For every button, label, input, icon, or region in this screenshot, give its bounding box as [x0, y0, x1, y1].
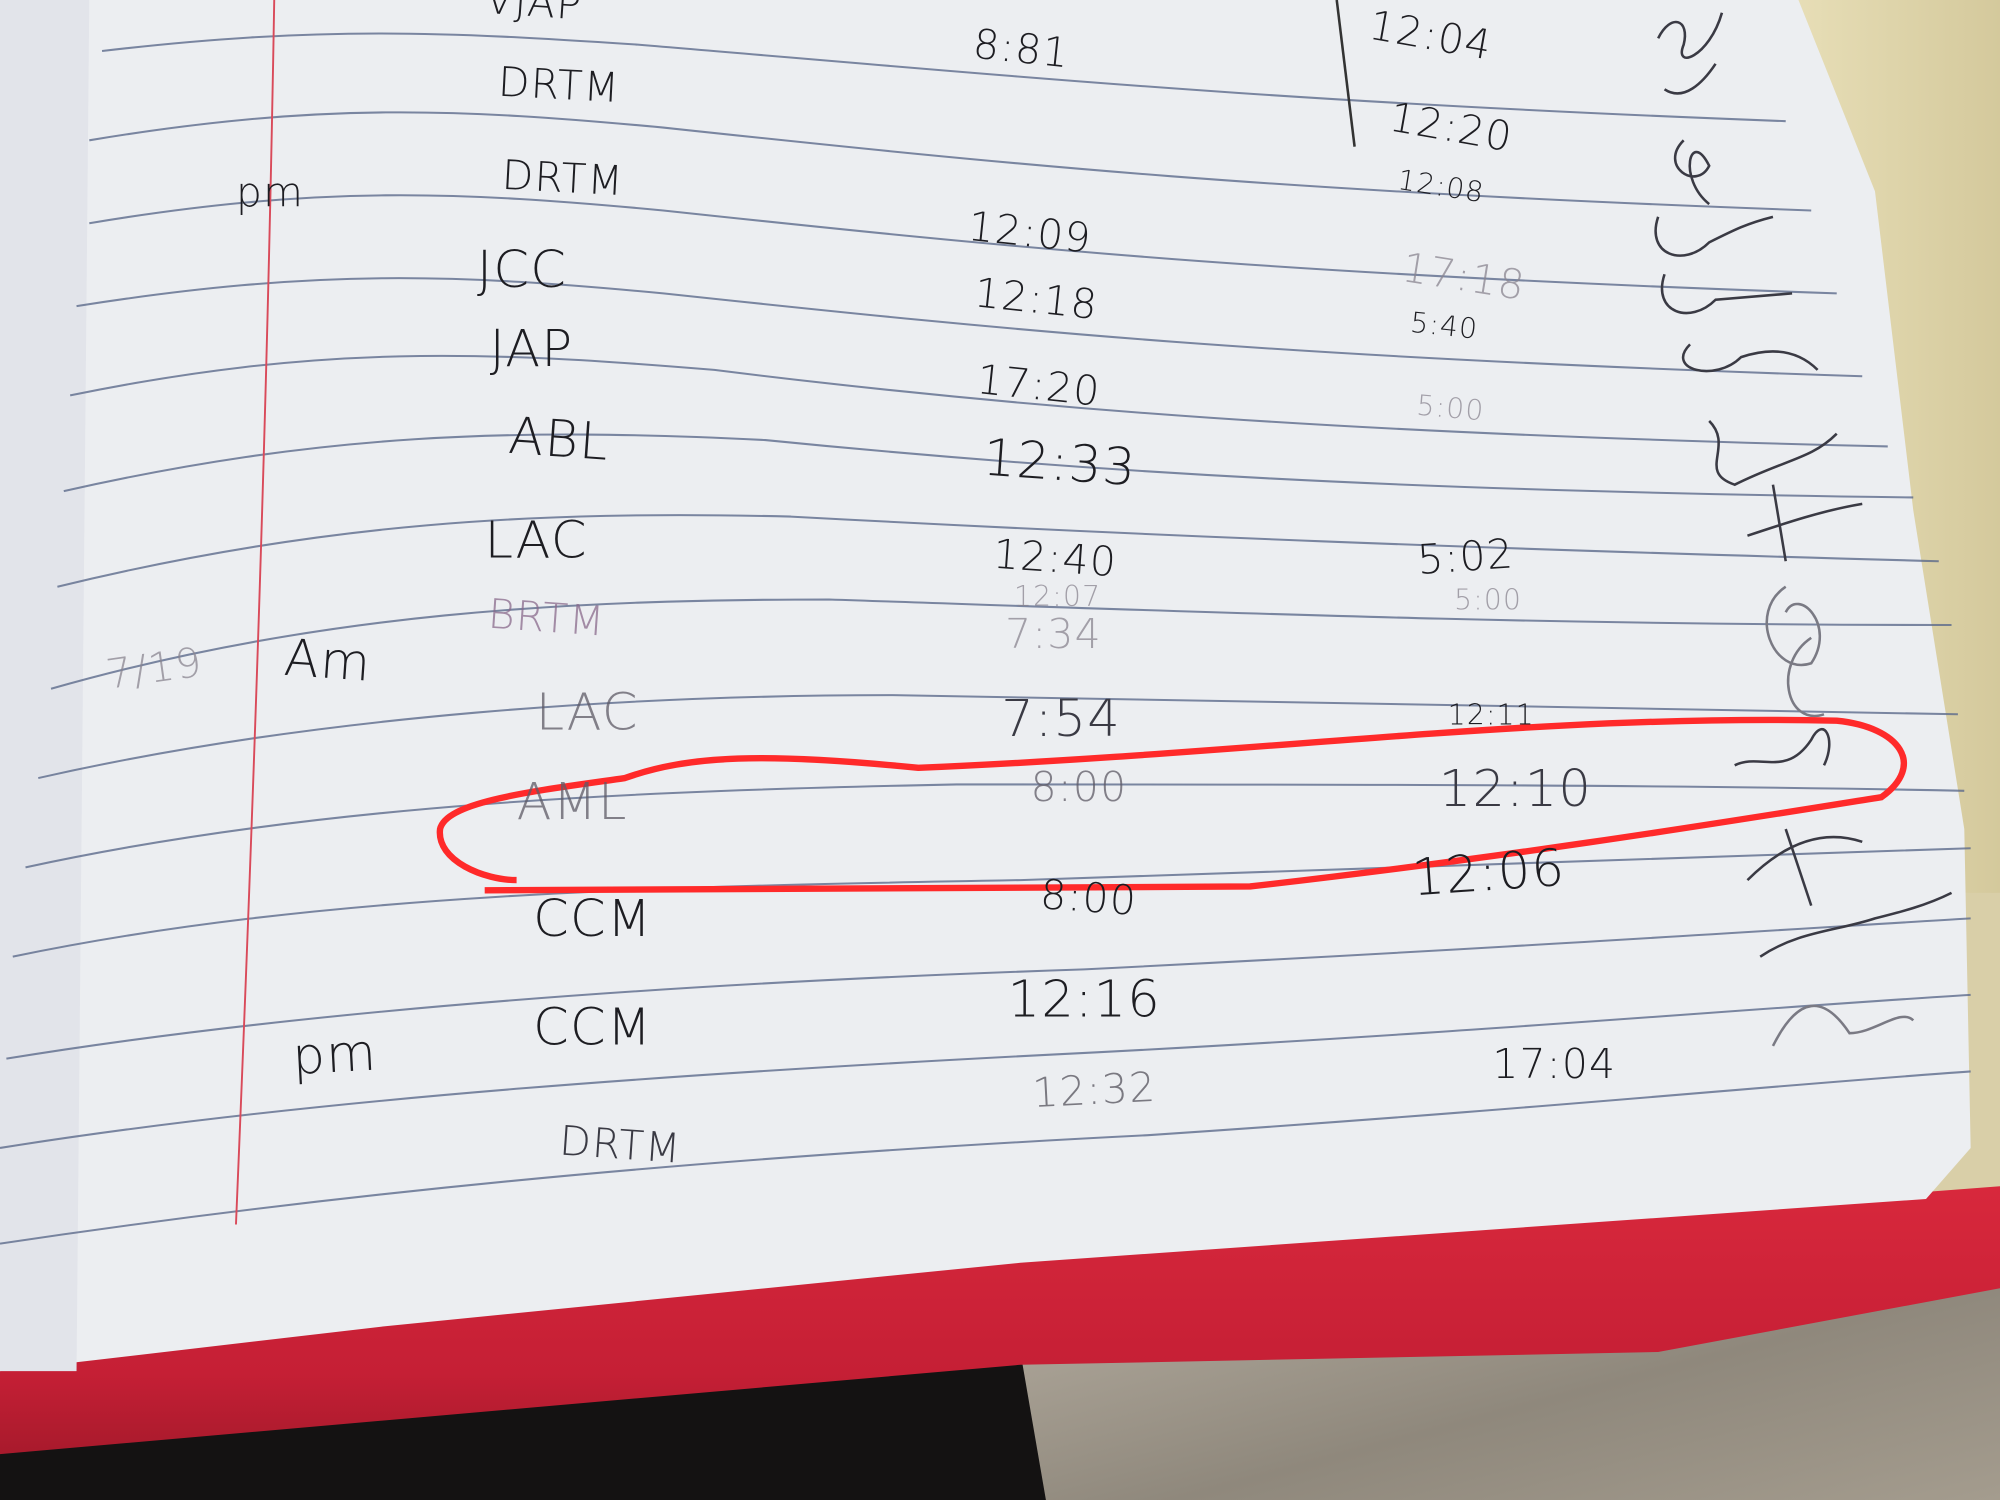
margin-line: [235, 0, 276, 1225]
entry-initials: DRTM: [497, 58, 621, 112]
highlight-circle: [436, 716, 1907, 894]
entry-time-out: 12:10: [1439, 760, 1592, 819]
entry-period: Am: [282, 629, 373, 694]
entry-initials: ABL: [507, 407, 611, 473]
entry-period: pm: [291, 1024, 379, 1087]
entry-time-out: 5:00: [1454, 584, 1522, 617]
entry-initials: AML: [517, 773, 628, 832]
entry-initials: LAC: [536, 684, 639, 743]
entry-time-in: 12:16: [1008, 971, 1161, 1030]
entry-time-out: 5:02: [1416, 529, 1516, 584]
entry-time-out: 5:00: [1415, 389, 1486, 428]
entry-time-in: 12:32: [1031, 1063, 1157, 1117]
entry-time-out: 12:11: [1448, 698, 1535, 731]
entry-initials: DRTM: [501, 151, 625, 205]
notebook-red-cover: [0, 1186, 2000, 1455]
entry-initials: LAC: [485, 511, 588, 570]
signatures: [1654, 12, 1953, 1047]
entry-initials: CCM: [533, 890, 652, 949]
entry-initials: JCC: [477, 241, 567, 300]
entry-initials: JAP: [490, 320, 574, 379]
entry-time-in: 12:07: [1014, 580, 1101, 613]
entry-initials: DRTM: [558, 1116, 683, 1172]
entry-time-out: 5:40: [1409, 306, 1480, 346]
page-edge: [0, 0, 90, 1372]
entry-period: pm: [236, 169, 304, 217]
entry-time-out: 17:04: [1492, 1040, 1616, 1088]
entry-time-out: 12:06: [1410, 839, 1567, 909]
entry-time-in: 7:54: [1001, 690, 1121, 749]
entry-time-in: 7:34: [1005, 610, 1102, 658]
entry-initials: BRTM: [487, 590, 607, 646]
rule-lines: [0, 32, 1971, 1245]
entry-time-in: 8:00: [1039, 870, 1139, 925]
highlighted-entry: AML 8:00 12:10: [517, 760, 1592, 832]
entry-time-in: 8:81: [971, 20, 1072, 78]
column-divider: [1335, 0, 1356, 147]
entry-time-in: 8:00: [1031, 763, 1128, 811]
entry-time-in: 12:40: [992, 530, 1119, 587]
entry-time-in: 12:33: [981, 429, 1138, 499]
entry-initials: CCM: [533, 999, 652, 1058]
log-entries: VJAP 8:81 12:04 DRTM 12:20 pm DRTM 12:09…: [103, 0, 1616, 1173]
